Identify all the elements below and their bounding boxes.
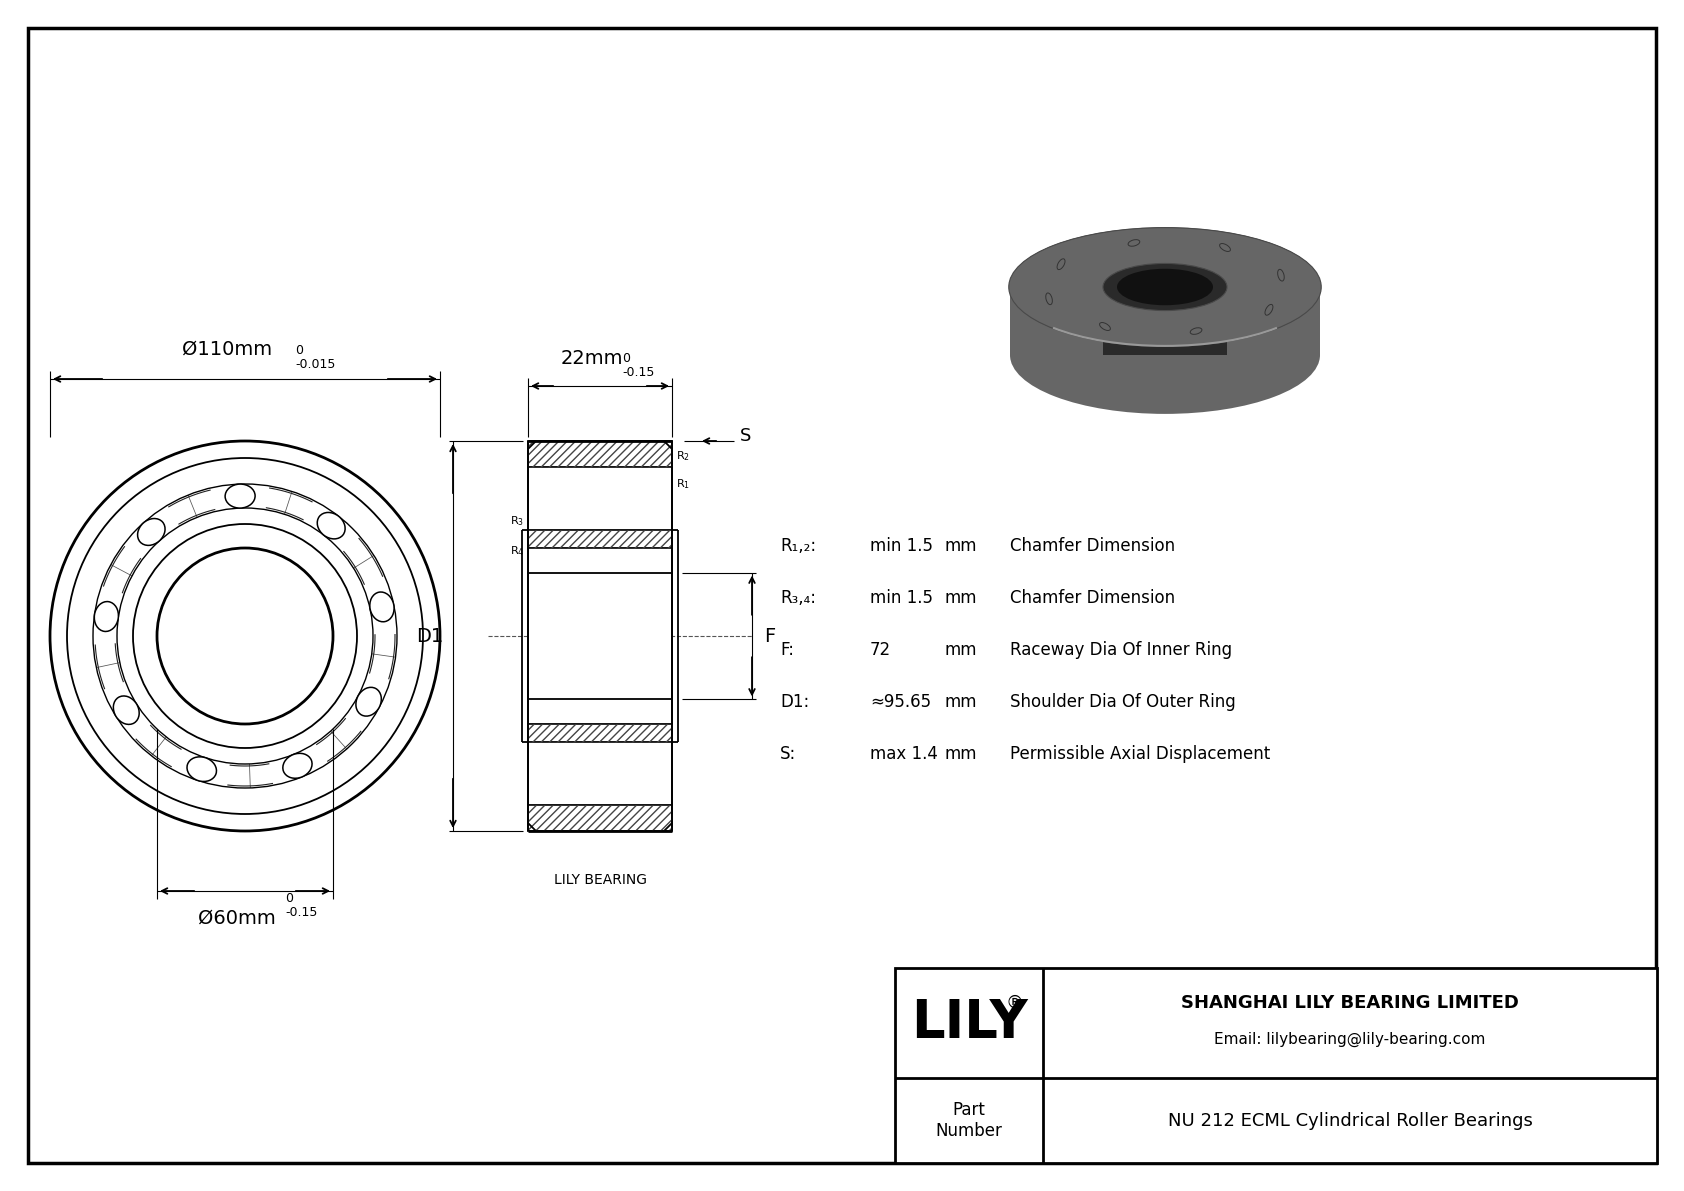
Text: mm: mm <box>945 693 977 711</box>
Ellipse shape <box>370 592 394 622</box>
Ellipse shape <box>317 512 345 538</box>
Text: 0: 0 <box>285 892 293 905</box>
Text: min 1.5: min 1.5 <box>871 537 933 555</box>
Text: SHANGHAI LILY BEARING LIMITED: SHANGHAI LILY BEARING LIMITED <box>1180 994 1519 1012</box>
Text: F: F <box>765 626 775 646</box>
Text: LILY: LILY <box>911 997 1027 1049</box>
Bar <box>894 968 1657 1162</box>
Text: 22mm: 22mm <box>561 349 623 368</box>
Text: Permissible Axial Displacement: Permissible Axial Displacement <box>1010 746 1270 763</box>
Bar <box>529 805 672 831</box>
Text: R₁,₂:: R₁,₂: <box>780 537 817 555</box>
Text: -0.015: -0.015 <box>295 358 335 372</box>
Ellipse shape <box>1009 227 1322 347</box>
Text: Part
Number: Part Number <box>936 1102 1002 1140</box>
Text: -0.15: -0.15 <box>285 906 317 919</box>
Text: -0.15: -0.15 <box>621 366 655 379</box>
Text: Ø110mm: Ø110mm <box>182 339 273 358</box>
Text: ≈95.65: ≈95.65 <box>871 693 931 711</box>
Text: LILY BEARING: LILY BEARING <box>554 873 647 887</box>
Text: mm: mm <box>945 641 977 659</box>
Text: 0: 0 <box>295 344 303 357</box>
Ellipse shape <box>138 518 165 545</box>
Text: R$_3$: R$_3$ <box>510 515 524 528</box>
Bar <box>1010 287 1320 355</box>
Ellipse shape <box>1103 263 1228 311</box>
Text: Ø60mm: Ø60mm <box>199 909 276 928</box>
Text: ®: ® <box>1005 994 1024 1012</box>
Ellipse shape <box>1010 229 1320 345</box>
Text: R$_4$: R$_4$ <box>510 544 524 557</box>
Text: min 1.5: min 1.5 <box>871 590 933 607</box>
Text: Raceway Dia Of Inner Ring: Raceway Dia Of Inner Ring <box>1010 641 1233 659</box>
Ellipse shape <box>94 601 118 631</box>
Text: S: S <box>739 428 751 445</box>
Bar <box>1103 287 1228 355</box>
Bar <box>529 724 672 742</box>
Text: R$_2$: R$_2$ <box>675 449 690 463</box>
Text: max 1.4: max 1.4 <box>871 746 938 763</box>
Text: D1: D1 <box>416 626 443 646</box>
Ellipse shape <box>1116 269 1212 305</box>
Text: mm: mm <box>945 746 977 763</box>
Text: R₃,₄:: R₃,₄: <box>780 590 817 607</box>
Text: R$_1$: R$_1$ <box>675 478 690 491</box>
Text: Chamfer Dimension: Chamfer Dimension <box>1010 537 1175 555</box>
Text: mm: mm <box>945 590 977 607</box>
Bar <box>529 805 672 831</box>
Text: mm: mm <box>945 537 977 555</box>
Ellipse shape <box>226 484 254 509</box>
Ellipse shape <box>283 754 312 778</box>
Bar <box>529 724 672 742</box>
Text: Chamfer Dimension: Chamfer Dimension <box>1010 590 1175 607</box>
Ellipse shape <box>355 687 381 716</box>
Bar <box>529 573 672 699</box>
Text: F:: F: <box>780 641 793 659</box>
Text: Email: lilybearing@lily-bearing.com: Email: lilybearing@lily-bearing.com <box>1214 1031 1485 1047</box>
Text: Shoulder Dia Of Outer Ring: Shoulder Dia Of Outer Ring <box>1010 693 1236 711</box>
Ellipse shape <box>113 696 140 724</box>
Text: S:: S: <box>780 746 797 763</box>
Ellipse shape <box>187 756 217 781</box>
Text: 72: 72 <box>871 641 891 659</box>
Bar <box>529 441 672 467</box>
Text: D1:: D1: <box>780 693 810 711</box>
Text: NU 212 ECML Cylindrical Roller Bearings: NU 212 ECML Cylindrical Roller Bearings <box>1167 1111 1532 1129</box>
Bar <box>529 441 672 467</box>
Ellipse shape <box>1010 297 1320 414</box>
Bar <box>529 530 672 548</box>
Text: 0: 0 <box>621 351 630 364</box>
Bar <box>529 530 672 548</box>
